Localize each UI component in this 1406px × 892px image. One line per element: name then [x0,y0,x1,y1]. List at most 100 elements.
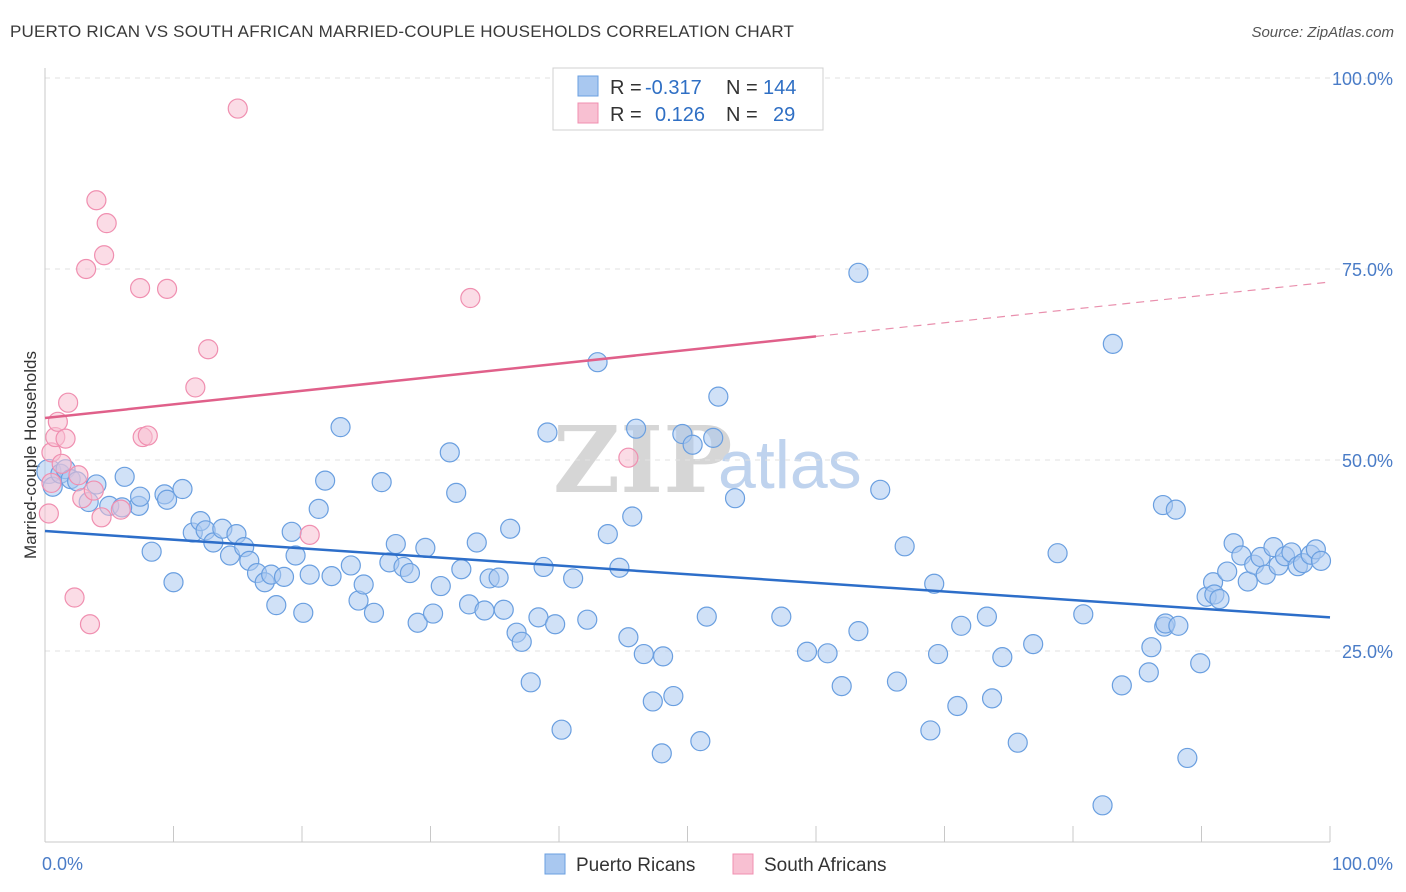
blue-point [451,559,472,580]
blue-point [1168,615,1189,636]
pink-point [129,278,151,299]
blue-point [642,691,663,712]
blue-point [493,599,514,620]
blue-point [285,545,306,566]
blue-point [708,386,729,407]
blue-point [831,676,852,697]
blue-point [1073,604,1094,625]
pink-point [618,447,639,468]
blue-point [927,643,949,665]
series-legend: Puerto Ricans South Africans [544,853,887,876]
blue-point [163,572,184,593]
trend-line-puerto-ricans [44,529,1331,619]
blue-point [439,442,460,463]
legend-r-label-2: R = [610,104,642,126]
trend-line-south-africans [44,335,817,420]
pink-point [79,614,101,635]
blue-point [537,422,558,443]
y-tick-label-50: 50.0% [1342,451,1393,471]
legend-swatch-pink [577,102,599,124]
bottom-legend-swatch-pink [732,853,754,875]
blue-point [172,478,193,500]
chart-source: Source: ZipAtlas.com [1251,24,1394,41]
blue-point [340,555,361,576]
blue-point [848,621,869,642]
blue-point [663,685,684,707]
blue-point [293,602,314,623]
y-axis-label: Married-couple Households [21,351,40,559]
legend-n-label-1: N = [726,77,758,99]
blue-point [1023,634,1044,655]
blue-point [981,688,1003,709]
x-tick-marks [173,826,1331,842]
correlation-legend: R = -0.317 N = 144 R = 0.126 N = 29 [552,67,824,131]
chart-title: PUERTO RICAN VS SOUTH AFRICAN MARRIED-CO… [10,22,795,41]
blue-point [422,603,444,624]
legend-r-value-2: 0.126 [655,104,705,126]
blue-point [353,574,374,595]
blue-point [587,352,608,373]
blue-point [446,482,467,503]
y-tick-label-100: 100.0% [1332,69,1393,89]
blue-point [466,532,487,553]
blue-point [273,566,295,587]
pink-point [83,480,104,501]
pink-point [76,258,97,280]
blue-point [633,643,654,665]
blue-point [1092,795,1113,816]
bottom-legend-label-puerto-ricans: Puerto Ricans [576,855,695,876]
blue-point [1310,550,1332,571]
legend-r-value-1: -0.317 [645,77,702,99]
trend-line-south-africans-extension [815,281,1331,337]
blue-point [577,609,598,630]
pink-point [58,392,79,413]
blue-point [947,695,968,717]
bottom-legend-label-south-africans: South Africans [764,855,887,876]
blue-point [771,606,792,627]
blue-point [618,627,639,648]
blue-point [924,573,945,594]
blue-point [511,631,532,652]
blue-point [622,506,643,527]
blue-point [920,720,941,741]
blue-point [1217,561,1238,582]
blue-point [141,541,162,562]
blue-point [308,498,329,519]
blue-point [1102,333,1123,354]
blue-point [545,614,566,635]
blue-point [703,427,724,448]
blue-point [1007,732,1028,753]
pink-point [460,287,481,309]
blue-point [385,533,406,555]
pink-point [64,587,85,608]
blue-point [114,466,135,487]
blue-point [796,641,818,662]
blue-point [894,536,915,557]
trend-lines [44,281,1331,619]
blue-point [281,521,302,542]
y-tick-labels: 25.0% 50.0% 75.0% 100.0% [1332,69,1393,662]
blue-point [399,562,421,584]
x-tick-label-max: 100.0% [1332,854,1393,874]
blue-point [625,418,647,439]
watermark-atlas: atlas [718,427,862,503]
pink-point [51,453,72,474]
pink-point [227,98,248,119]
pink-point [91,507,112,528]
blue-point [330,417,351,438]
blue-point [407,612,428,633]
legend-swatch-blue [577,75,599,97]
blue-point [488,567,509,588]
blue-point [870,479,891,500]
pink-point [198,339,219,360]
blue-point [976,606,998,627]
pink-point [137,425,158,446]
pink-point [55,428,76,449]
bottom-legend-swatch-blue [544,853,566,875]
pink-point [68,465,89,486]
blue-point [886,671,908,692]
blue-point [817,643,838,664]
blue-point [563,568,584,589]
blue-point [1138,662,1159,683]
